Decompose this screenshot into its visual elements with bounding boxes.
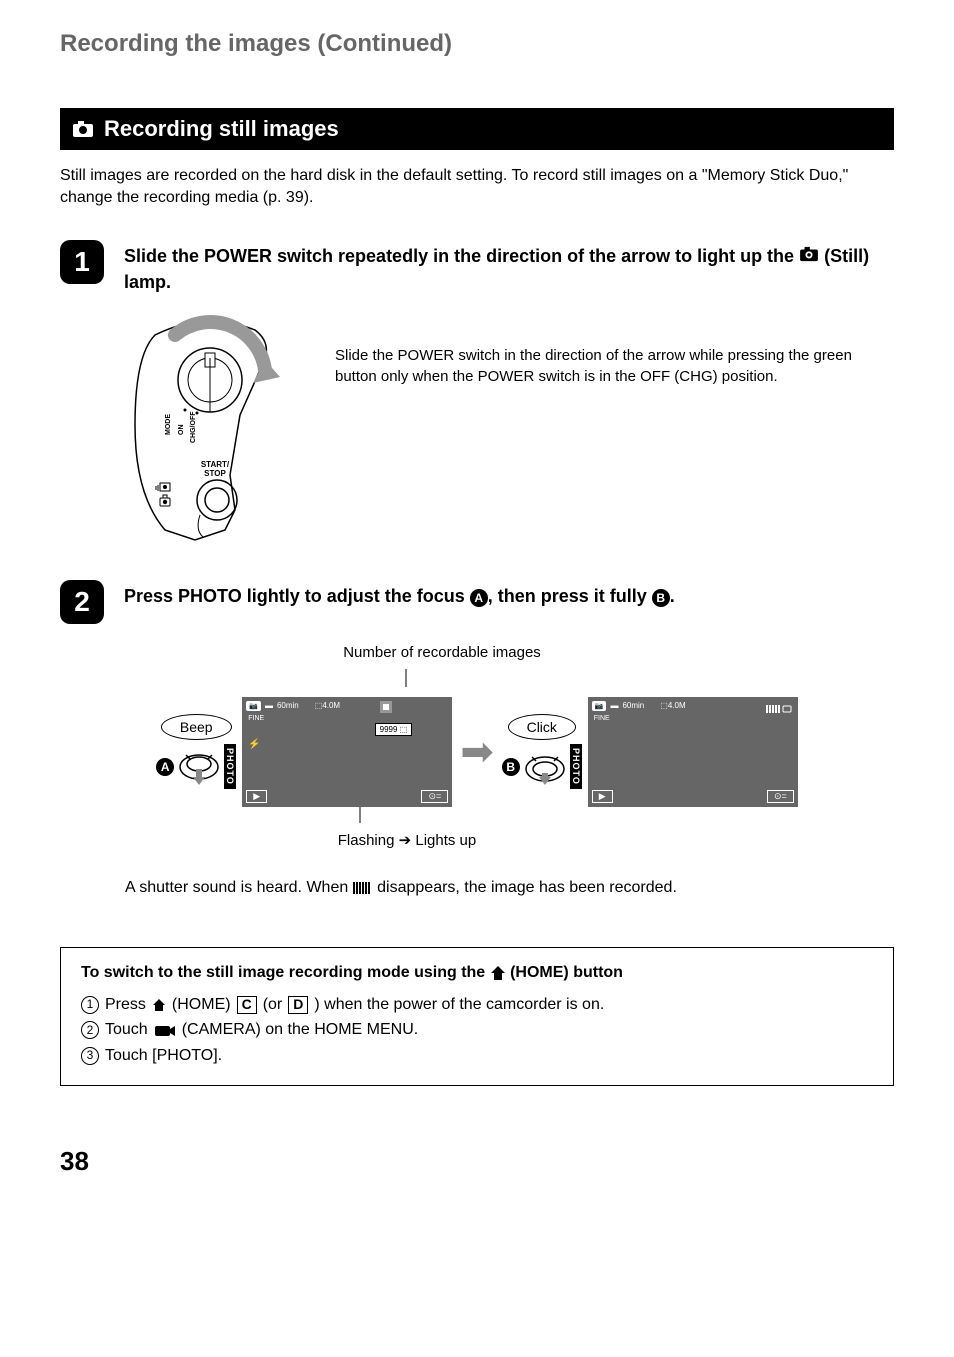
camera-icon: [72, 120, 94, 138]
marker-a: A: [156, 758, 174, 776]
step-1-caption: Slide the POWER switch in the direction …: [335, 315, 894, 387]
power-switch-diagram: MODE ON CHG/OFF START/ STOP: [125, 315, 295, 550]
flashing-label: Flashing ➔ Lights up: [0, 831, 894, 849]
step-2-heading-c: .: [670, 586, 675, 606]
step-1-heading-a: Slide the POWER switch repeatedly in the…: [124, 246, 799, 266]
label-a: A: [470, 589, 488, 607]
tip-step-3: 3 Touch [PHOTO].: [81, 1043, 873, 1069]
circled-1: 1: [81, 996, 99, 1014]
click-bubble: Click: [508, 714, 576, 740]
tip-box: To switch to the still image recording m…: [60, 947, 894, 1086]
svg-text:STOP: STOP: [204, 469, 226, 478]
svg-text:CHG/OFF: CHG/OFF: [190, 411, 197, 443]
mode-label: MODE: [165, 413, 172, 434]
tip-step-3-text: Touch [PHOTO].: [105, 1043, 222, 1069]
tip-step-1a: Press: [105, 992, 146, 1018]
step-1: 1 Slide the POWER switch repeatedly in t…: [60, 240, 894, 550]
page-number: 38: [60, 1146, 894, 1177]
camera-icon: 📷: [592, 701, 607, 711]
tip-box-title: To switch to the still image recording m…: [81, 964, 873, 982]
boxed-d: D: [288, 996, 308, 1014]
page-title: Recording the images (Continued): [60, 30, 894, 58]
screen-group-a: Beep A PHOTO: [156, 697, 452, 807]
svg-text:ON: ON: [178, 424, 185, 435]
focus-square-icon: [380, 701, 392, 713]
camera-icon: 📷: [246, 701, 261, 711]
flashing-text: Flashing: [338, 832, 395, 849]
lcd-screen-before: 📷 ▬ 60min ⬚4.0M FINE 9999 ⬚ ⚡ ▶ ⊙=: [242, 697, 452, 807]
lcd-time: 60min: [277, 701, 299, 710]
section-header-text: Recording still images: [104, 116, 339, 142]
lcd-size: ⬚4.0M: [315, 701, 340, 710]
label-b: B: [652, 589, 670, 607]
step-number-2: 2: [60, 580, 104, 624]
recordable-images-label: Number of recordable images: [0, 644, 894, 661]
step-1-heading: Slide the POWER switch repeatedly in the…: [124, 244, 894, 295]
lcd-size: ⬚4.0M: [660, 701, 685, 710]
circled-3: 3: [81, 1047, 99, 1065]
beep-bubble: Beep: [161, 714, 232, 740]
lcd-time: 60min: [622, 701, 644, 710]
boxed-c: C: [237, 996, 257, 1014]
recorded-text-b: disappears, the image has been recorded.: [377, 879, 677, 896]
tip-step-2: 2 Touch (CAMERA) on the HOME MENU.: [81, 1017, 873, 1043]
circled-2: 2: [81, 1021, 99, 1039]
key-icon: ⊙=: [421, 790, 448, 803]
camera-icon: [799, 244, 819, 269]
tip-title-b: (HOME) button: [510, 964, 623, 981]
flash-icon: ⚡: [248, 739, 260, 750]
step-2-heading-b: , then press it fully: [488, 586, 652, 606]
screens-row: Beep A PHOTO: [60, 697, 894, 807]
section-header: Recording still images: [60, 108, 894, 150]
home-icon: [152, 992, 166, 1018]
recorded-text-a: A shutter sound is heard. When: [125, 879, 353, 896]
intro-text: Still images are recorded on the hard di…: [60, 165, 894, 210]
recording-bars-icon: [353, 879, 377, 896]
tip-step-2a: Touch: [105, 1017, 148, 1043]
arrow-right-icon: ➡: [460, 729, 494, 775]
svg-text:START/: START/: [201, 460, 230, 469]
battery-icon: ▬: [610, 701, 618, 710]
tip-step-1: 1 Press (HOME) C (or D ) when the power …: [81, 992, 873, 1018]
step-2-heading: Press PHOTO lightly to adjust the focus …: [124, 584, 675, 609]
recording-indicator-icon: [766, 703, 792, 717]
tip-step-2b: (CAMERA) on the HOME MENU.: [182, 1017, 418, 1043]
camera-outline-icon: [154, 1017, 176, 1043]
lcd-fine: FINE: [594, 715, 610, 722]
photo-button-full-press-icon: [524, 747, 566, 787]
marker-b: B: [502, 758, 520, 776]
lcd-screen-after: 📷 ▬ 60min ⬚4.0M FINE ▶ ⊙=: [588, 697, 798, 807]
home-icon: [490, 964, 510, 981]
tip-step-1b: (HOME): [172, 992, 231, 1018]
lcd-fine: FINE: [248, 715, 264, 722]
lights-up-text: Lights up: [415, 832, 476, 849]
play-icon: ▶: [246, 790, 267, 803]
photo-button-half-press-icon: [178, 747, 220, 787]
tip-step-1c: (or: [263, 992, 283, 1018]
recorded-text: A shutter sound is heard. When disappear…: [125, 879, 894, 897]
step-2: 2 Press PHOTO lightly to adjust the focu…: [60, 580, 894, 897]
key-icon: ⊙=: [767, 790, 794, 803]
play-icon: ▶: [592, 790, 613, 803]
tip-title-a: To switch to the still image recording m…: [81, 964, 490, 981]
battery-icon: ▬: [265, 701, 273, 710]
step-2-heading-a: Press PHOTO lightly to adjust the focus: [124, 586, 470, 606]
photo-label: PHOTO: [224, 744, 236, 789]
arrow-right-icon: ➔: [399, 832, 416, 849]
tip-step-1d: ) when the power of the camcorder is on.: [314, 992, 604, 1018]
photo-label: PHOTO: [570, 744, 582, 789]
screen-group-b: Click B PHOTO: [502, 697, 798, 807]
step-number-1: 1: [60, 240, 104, 284]
lcd-count: 9999 ⬚: [375, 723, 413, 736]
